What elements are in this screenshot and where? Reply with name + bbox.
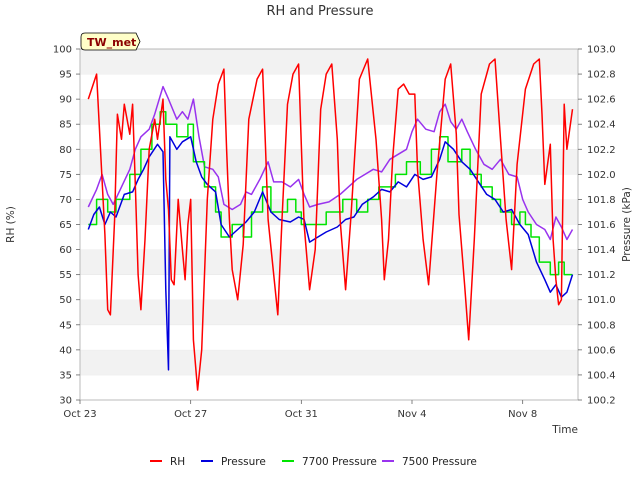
grid-band	[80, 224, 578, 250]
y-tick-label-left: 65	[59, 220, 72, 231]
chart-title: RH and Pressure	[266, 4, 373, 19]
grid-band	[80, 324, 578, 350]
right-axis: 100.2 100.4 100.6 100.8 101.0 101.2 101.4 101.6…	[578, 45, 616, 407]
legend-label: Pressure	[221, 456, 266, 468]
legend-label: 7700 Pressure	[302, 456, 377, 468]
series-line-pressure	[87, 136, 574, 371]
y-tick-label-left: 30	[59, 396, 72, 407]
tag-box	[80, 32, 141, 51]
x-axis-label: Time	[551, 424, 578, 436]
y-tick-label-left: 55	[59, 270, 72, 281]
y-tick-label-left: 85	[59, 120, 72, 131]
y-axis-label-right: Pressure (kPa)	[621, 187, 633, 262]
y-tick-label-right: 102.4	[587, 120, 616, 131]
series-line-7700-pressure	[88, 110, 573, 276]
y-tick-label-left: 75	[59, 170, 72, 181]
tag-text: TW_met	[87, 36, 136, 49]
y-tick-label-right: 100.8	[587, 320, 616, 331]
y-tick-label-right: 101.0	[587, 295, 616, 306]
y-tick-label-right: 102.8	[587, 70, 616, 81]
y-tick-label-left: 90	[59, 95, 72, 106]
y-tick-label-left: 70	[59, 195, 72, 206]
y-tick-label-right: 103.0	[587, 45, 616, 56]
series-layer	[87, 58, 574, 391]
y-tick-label-right: 100.4	[587, 370, 616, 381]
series-line-7500-pressure	[87, 85, 574, 241]
y-tick-label-right: 101.2	[587, 270, 616, 281]
y-tick-label-right: 102.0	[587, 170, 616, 181]
x-tick-label: Oct 23	[63, 409, 96, 420]
grid-band	[80, 299, 578, 325]
x-tick-label: Oct 31	[285, 409, 318, 420]
y-tick-label-right: 101.8	[587, 195, 616, 206]
grid-band	[80, 374, 578, 400]
x-tick-label: Oct 27	[174, 409, 207, 420]
grid-band	[80, 74, 578, 100]
legend: RH Pressure 7700 Pressure 7500 Pressure	[150, 456, 477, 468]
tag-label: TW_met	[80, 32, 141, 51]
series-line-rh	[87, 58, 574, 391]
y-tick-label-left: 60	[59, 245, 72, 256]
y-tick-label-left: 50	[59, 295, 72, 306]
y-tick-label-right: 102.2	[587, 145, 616, 156]
left-axis: 30 35 40 45 50 55 60 65 70 75 80 85 90 95 100	[53, 45, 80, 407]
grid-band	[80, 124, 578, 150]
y-tick-label-left: 40	[59, 345, 72, 356]
bottom-axis: Oct 23 Oct 27 Oct 31 Nov 4 Nov 8	[63, 400, 537, 420]
y-tick-label-right: 100.2	[587, 396, 616, 407]
y-tick-label-right: 101.4	[587, 245, 616, 256]
y-tick-label-left: 100	[53, 45, 72, 56]
grid-band	[80, 249, 578, 275]
legend-label: 7500 Pressure	[402, 456, 477, 468]
y-tick-label-left: 80	[59, 145, 72, 156]
y-tick-label-left: 35	[59, 370, 72, 381]
y-tick-label-right: 100.6	[587, 345, 616, 356]
y-tick-label-right: 101.6	[587, 220, 616, 231]
x-tick-label: Nov 4	[397, 409, 426, 420]
y-tick-label-right: 102.6	[587, 95, 616, 106]
y-tick-label-left: 45	[59, 320, 72, 331]
y-tick-label-left: 95	[59, 70, 72, 81]
y-axis-label-left: RH (%)	[5, 206, 17, 243]
legend-label: RH	[170, 456, 185, 468]
grid-bands	[80, 48, 578, 400]
grid-band	[80, 349, 578, 375]
grid-band	[80, 274, 578, 300]
x-tick-label: Nov 8	[508, 409, 537, 420]
